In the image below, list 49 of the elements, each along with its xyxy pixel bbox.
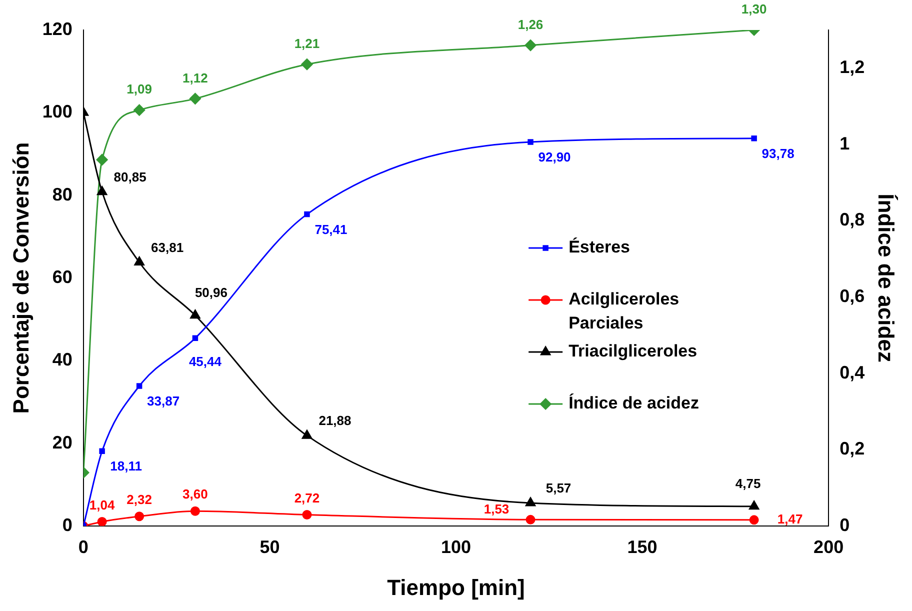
x-tick-label: 150 xyxy=(627,536,658,557)
data-label: 18,11 xyxy=(110,458,142,474)
data-label: 5,57 xyxy=(546,480,572,496)
y-axis-title: Porcentaje de Conversión xyxy=(8,142,34,414)
legend-label: Triacilgliceroles xyxy=(568,342,698,361)
data-label: 2,72 xyxy=(294,490,320,506)
data-label: 21,88 xyxy=(318,413,352,428)
y2-tick-label: 0,8 xyxy=(840,210,865,230)
x-tick-label: 0 xyxy=(78,536,88,557)
y-tick-label: 120 xyxy=(42,18,72,39)
data-label: 1,21 xyxy=(294,36,320,51)
data-label: 1,47 xyxy=(777,512,803,526)
data-label: 80,85 xyxy=(114,169,146,184)
data-label: 1,26 xyxy=(518,16,544,32)
legend-label: Índice de acidez xyxy=(568,392,699,413)
y2-axis-title: Índice de acidez xyxy=(874,194,899,362)
data-label: 1,53 xyxy=(484,501,510,516)
y2-tick-label: 1 xyxy=(840,133,850,154)
data-label: 75,41 xyxy=(314,222,348,237)
data-label: 1,12 xyxy=(182,70,208,86)
y-tick-label: 60 xyxy=(52,266,72,287)
data-label: 1,09 xyxy=(126,82,152,97)
x-tick-label: 50 xyxy=(260,536,280,557)
y-tick-label: 0 xyxy=(62,514,72,535)
legend-label: Ésteres xyxy=(568,236,630,257)
y2-tick-label: 0,6 xyxy=(840,286,865,306)
y2-tick-label: 0,4 xyxy=(840,362,865,382)
y-tick-label: 20 xyxy=(52,432,72,452)
data-label: 63,81 xyxy=(151,240,184,255)
x-tick-label: 100 xyxy=(440,536,472,557)
data-label: 2,32 xyxy=(126,492,152,507)
y-tick-label: 100 xyxy=(42,102,72,122)
legend-label: Acilgliceroles Parciales xyxy=(568,290,680,333)
data-label: 50,96 xyxy=(194,284,228,300)
y-tick-label: 80 xyxy=(52,184,72,204)
data-label: 1,30 xyxy=(741,2,767,17)
data-label: 4,75 xyxy=(735,476,761,491)
y2-tick-label: 0,2 xyxy=(840,438,865,459)
data-label: 33,87 xyxy=(147,394,180,409)
data-label: 3,60 xyxy=(182,486,208,502)
data-label: 1,04 xyxy=(89,497,116,512)
y2-tick-label: 1,2 xyxy=(840,57,865,78)
x-tick-label: 200 xyxy=(814,536,844,557)
data-label: 45,44 xyxy=(188,354,222,369)
x-axis-title: Tiempo [min] xyxy=(387,574,525,600)
data-label: 92,90 xyxy=(538,150,571,165)
y-tick-label: 40 xyxy=(52,350,72,370)
y2-tick-label: 0 xyxy=(840,514,850,535)
data-label: 93,78 xyxy=(762,146,794,161)
